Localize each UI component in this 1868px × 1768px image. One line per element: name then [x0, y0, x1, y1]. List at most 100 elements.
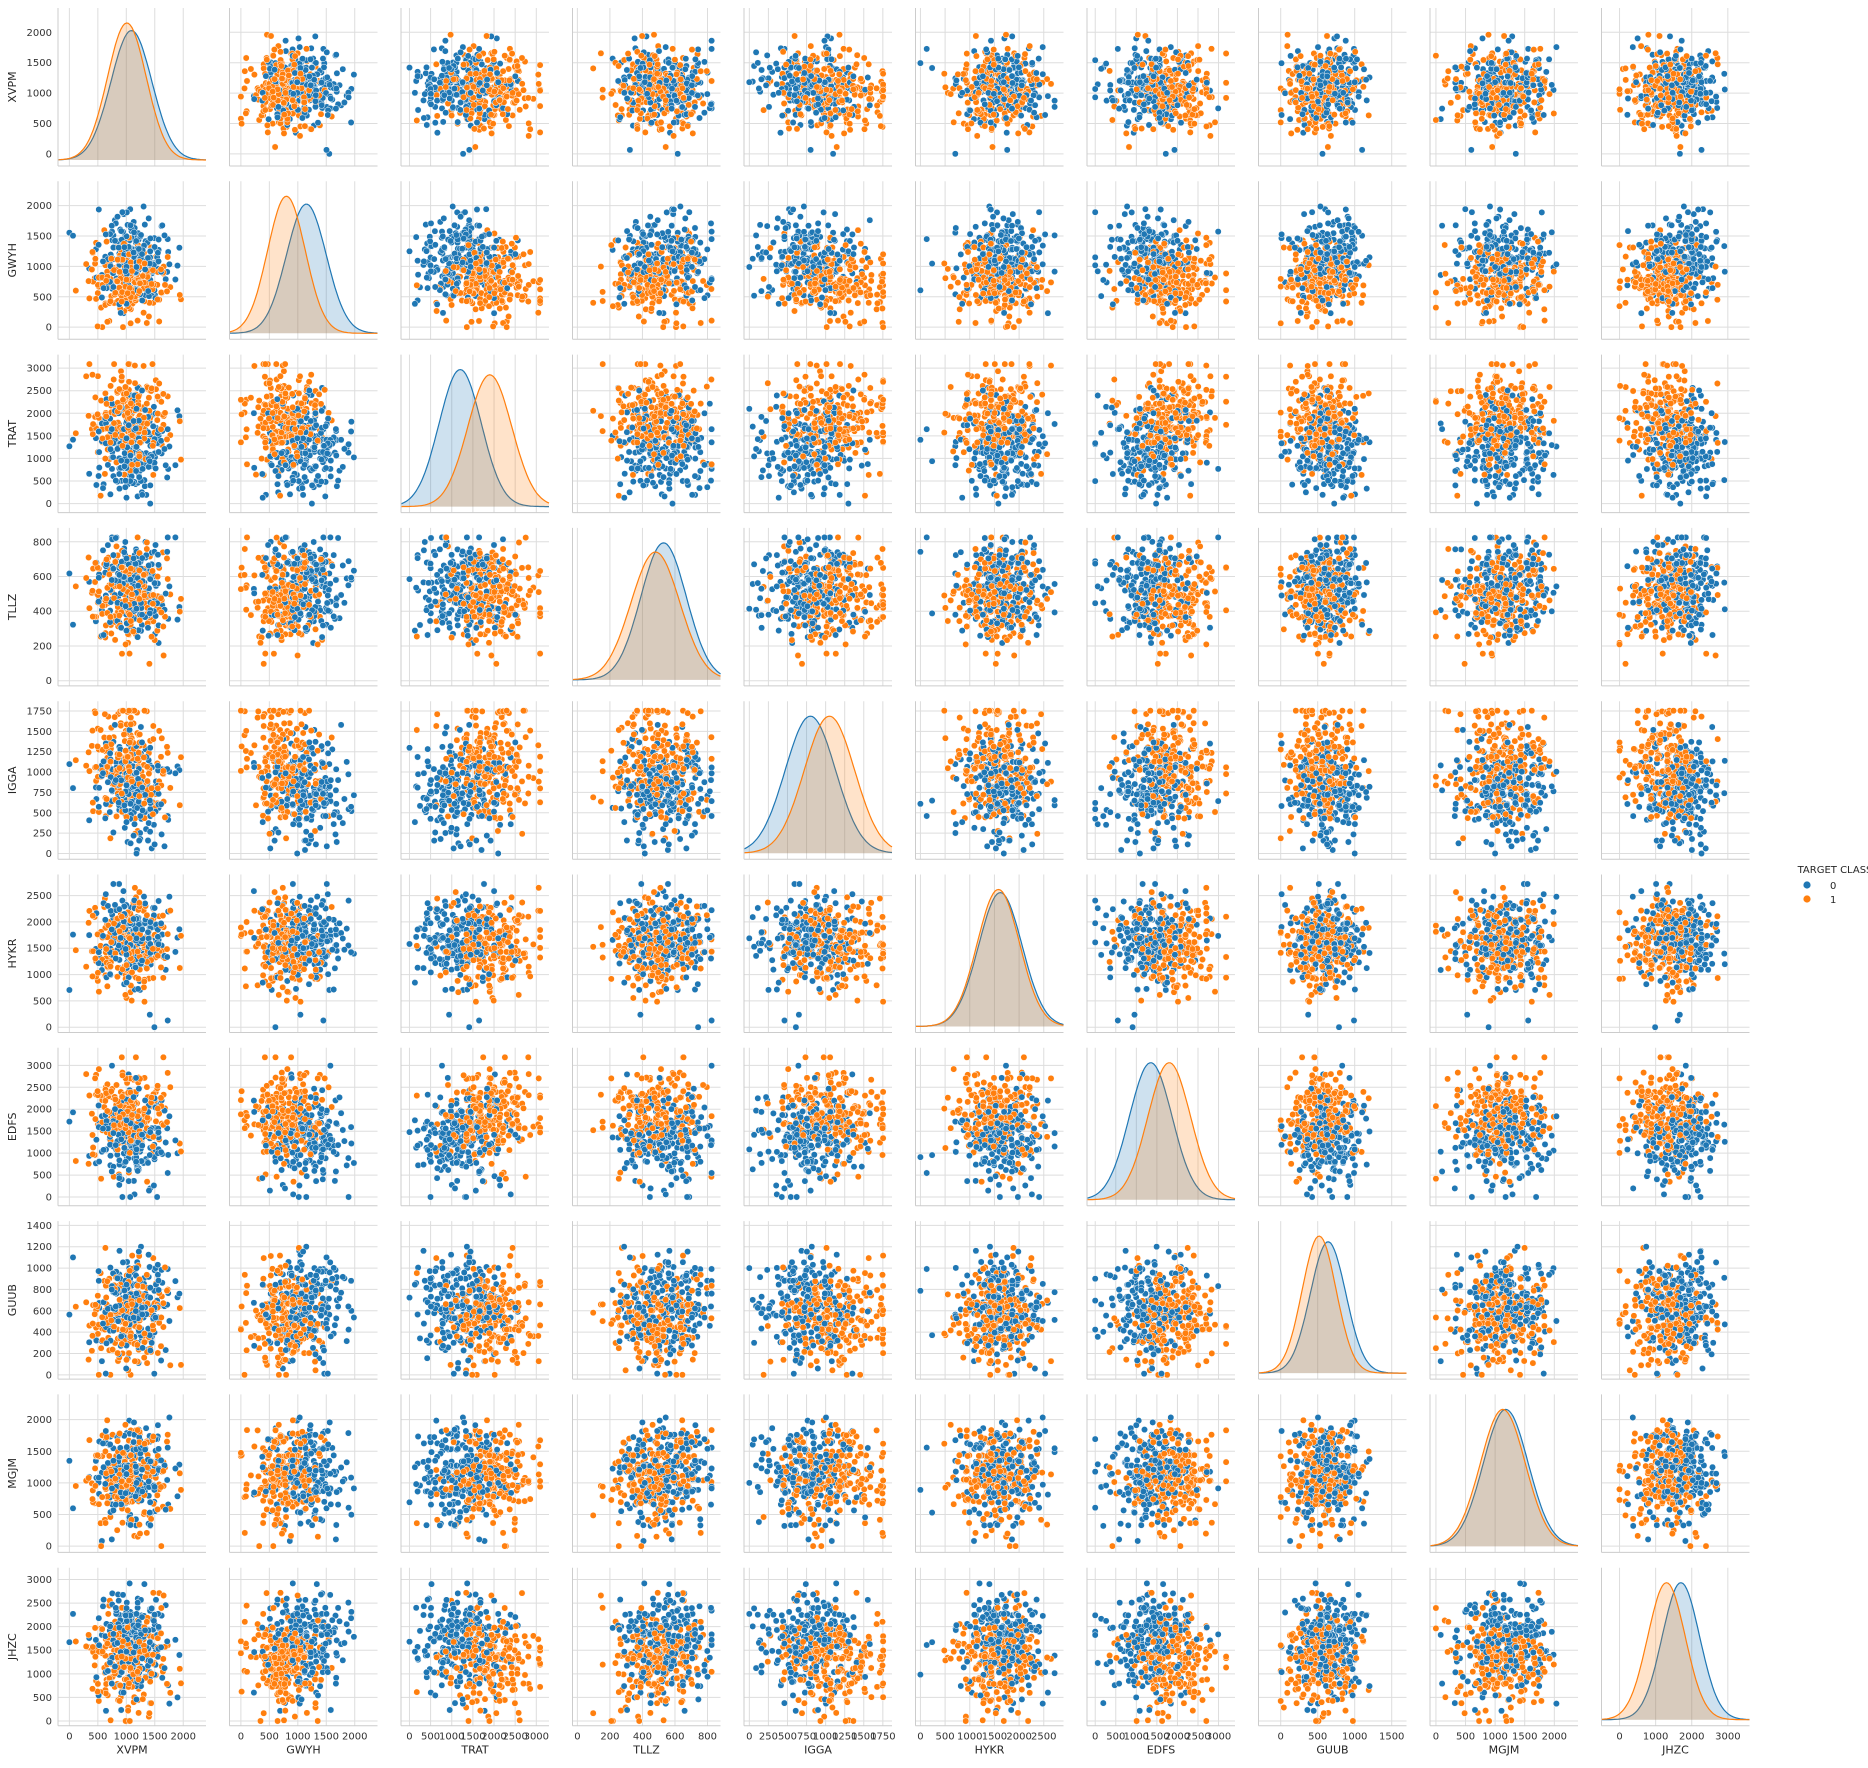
scatter-point-class-0	[333, 85, 339, 91]
scatter-point-class-1	[942, 84, 948, 90]
scatter-point-class-1	[651, 111, 657, 117]
scatter-point-class-1	[1223, 80, 1229, 86]
scatter-point-class-0	[701, 59, 707, 65]
scatter-point-class-0	[1145, 38, 1151, 44]
scatter-point-class-0	[779, 112, 785, 118]
scatter-point-class-0	[1152, 104, 1158, 110]
scatter-point-class-1	[982, 123, 988, 129]
scatter-point-class-0	[442, 38, 448, 44]
scatter-point-class-0	[1125, 119, 1131, 125]
scatter-point-class-1	[472, 144, 478, 150]
scatter-point-class-1	[679, 85, 685, 91]
scatter-point-class-1	[290, 97, 296, 103]
scatter-point-class-1	[991, 46, 997, 52]
scatter-point-class-1	[989, 144, 995, 150]
scatter-point-class-1	[470, 84, 476, 90]
scatter-point-class-1	[620, 83, 626, 89]
scatter-point-class-1	[488, 130, 494, 136]
scatter-point-class-1	[1022, 126, 1028, 132]
scatter-point-class-1	[517, 107, 523, 113]
scatter-point-class-0	[312, 33, 318, 39]
scatter-point-class-0	[1131, 107, 1137, 113]
scatter-point-class-0	[704, 91, 710, 97]
scatter-point-class-0	[414, 73, 420, 79]
scatter-point-class-1	[704, 68, 710, 74]
scatter-point-class-0	[412, 90, 418, 96]
panel-XVPM-EDFS	[1087, 8, 1235, 166]
scatter-point-class-1	[786, 125, 792, 131]
scatter-point-class-1	[1197, 100, 1203, 106]
scatter-point-class-0	[447, 95, 453, 101]
scatter-point-class-1	[503, 117, 509, 123]
scatter-point-class-0	[1098, 66, 1104, 72]
scatter-point-class-0	[679, 104, 685, 110]
scatter-point-class-1	[506, 123, 512, 129]
scatter-point-class-0	[708, 46, 714, 52]
scatter-point-class-1	[281, 130, 287, 136]
scatter-point-class-0	[1115, 46, 1121, 52]
scatter-point-class-0	[695, 92, 701, 98]
scatter-point-class-0	[474, 119, 480, 125]
scatter-point-class-0	[644, 91, 650, 97]
scatter-point-class-0	[692, 104, 698, 110]
scatter-point-class-0	[1009, 73, 1015, 79]
scatter-point-class-1	[251, 71, 257, 77]
scatter-point-class-0	[295, 35, 301, 41]
scatter-point-class-1	[302, 106, 308, 112]
scatter-point-class-1	[855, 108, 861, 114]
scatter-point-class-0	[692, 56, 698, 62]
scatter-point-class-1	[535, 71, 541, 77]
scatter-point-class-0	[793, 85, 799, 91]
scatter-point-class-1	[463, 107, 469, 113]
scatter-point-class-1	[291, 103, 297, 109]
scatter-point-class-0	[642, 79, 648, 85]
scatter-point-class-1	[262, 95, 268, 101]
scatter-point-class-1	[1162, 46, 1168, 52]
scatter-point-class-0	[423, 64, 429, 70]
scatter-point-class-1	[853, 61, 859, 67]
scatter-point-class-0	[1009, 33, 1015, 39]
scatter-point-class-0	[457, 49, 463, 55]
scatter-point-class-0	[327, 82, 333, 88]
scatter-point-class-1	[500, 85, 506, 91]
scatter-point-class-0	[850, 73, 856, 79]
scatter-point-class-0	[299, 115, 305, 121]
scatter-point-class-0	[929, 65, 935, 71]
scatter-point-class-0	[1136, 114, 1142, 120]
scatter-point-class-1	[858, 76, 864, 82]
scatter-point-class-1	[1187, 129, 1193, 135]
scatter-point-class-1	[708, 78, 714, 84]
scatter-point-class-1	[500, 111, 506, 117]
scatter-point-class-0	[1125, 79, 1131, 85]
scatter-point-class-1	[630, 85, 636, 91]
scatter-point-class-1	[527, 126, 533, 132]
panel-XVPM-HYKR	[916, 8, 1064, 166]
scatter-point-class-1	[1175, 56, 1181, 62]
scatter-point-class-1	[955, 71, 961, 77]
panel-XVPM-GWYH	[230, 8, 378, 166]
scatter-point-class-1	[448, 112, 454, 118]
scatter-point-class-1	[814, 84, 820, 90]
scatter-point-class-1	[292, 127, 298, 133]
scatter-point-class-1	[268, 33, 274, 39]
scatter-point-class-1	[646, 61, 652, 67]
scatter-point-class-1	[1150, 126, 1156, 132]
y-axis-label: XVPM	[6, 71, 19, 102]
scatter-point-class-1	[270, 88, 276, 94]
scatter-point-class-1	[877, 113, 883, 119]
scatter-point-class-0	[995, 56, 1001, 62]
scatter-point-class-0	[1146, 95, 1152, 101]
scatter-point-class-0	[813, 110, 819, 116]
panel-XVPM-IGGA	[744, 8, 892, 166]
scatter-point-class-0	[865, 74, 871, 80]
scatter-point-class-1	[652, 53, 658, 59]
scatter-point-class-1	[840, 46, 846, 52]
scatter-point-class-1	[1027, 43, 1033, 49]
scatter-point-class-1	[271, 46, 277, 52]
scatter-point-class-1	[1133, 86, 1139, 92]
scatter-point-class-0	[621, 90, 627, 96]
scatter-point-class-0	[673, 97, 679, 103]
scatter-point-class-1	[506, 77, 512, 83]
scatter-point-class-0	[476, 105, 482, 111]
scatter-point-class-1	[842, 91, 848, 97]
